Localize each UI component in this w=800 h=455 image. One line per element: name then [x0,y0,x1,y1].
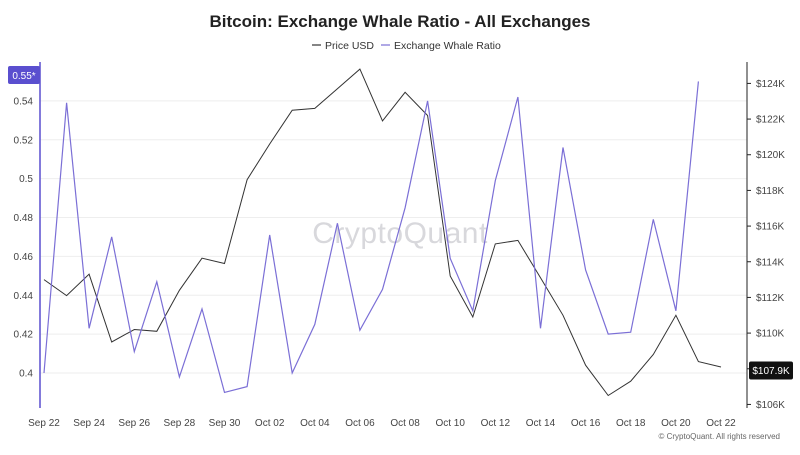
left-tick-label: 0.44 [14,291,34,302]
x-tick-label: Oct 08 [390,418,420,429]
left-tick-label: 0.42 [14,330,34,341]
right-tick-label: $112K [756,293,785,304]
left-tick-label: 0.4 [19,369,33,380]
x-axis-ticks: Sep 22 Sep 24 Sep 26 Sep 28 Sep 30 Oct 02 Oct … [28,418,736,429]
left-axis-ticks: 0.4 0.42 0.44 0.46 0.48 0.5 0.52 0.54 [14,96,34,379]
legend-price-label[interactable]: Price USD [325,40,374,52]
chart-title: Bitcoin: Exchange Whale Ratio - All Exch… [210,12,591,31]
right-tick-label: $124K [756,79,785,90]
x-tick-label: Oct 12 [481,418,511,429]
x-tick-label: Sep 24 [73,418,105,429]
right-axis-ticks: $106K$108K$110K$112K$114K$116K$118K$120K… [747,79,785,411]
right-tick-label: $110K [756,329,785,340]
right-tick-label: $122K [756,115,785,126]
x-tick-label: Oct 10 [435,418,465,429]
copyright-notice: © CryptoQuant. All rights reserved [659,432,781,441]
x-tick-label: Oct 06 [345,418,375,429]
left-tick-label: 0.46 [14,252,34,263]
legend-ratio-label[interactable]: Exchange Whale Ratio [394,40,501,52]
x-tick-label: Sep 22 [28,418,60,429]
left-tick-label: 0.54 [14,96,34,107]
x-tick-label: Oct 14 [526,418,556,429]
left-tick-label: 0.52 [14,135,34,146]
left-current-label: 0.55* [12,71,35,82]
right-current-label: $107.9K [752,366,790,377]
x-tick-label: Oct 16 [571,418,601,429]
right-tick-label: $114K [756,257,785,268]
x-tick-label: Oct 22 [706,418,736,429]
right-current-badge: $107.9K [749,362,793,380]
legend: Price USD Exchange Whale Ratio [312,40,501,52]
x-tick-label: Oct 02 [255,418,285,429]
right-tick-label: $116K [756,222,785,233]
x-tick-label: Oct 20 [661,418,691,429]
x-tick-label: Sep 26 [118,418,150,429]
left-tick-label: 0.5 [19,174,33,185]
left-current-badge: 0.55* [8,66,40,84]
left-tick-label: 0.48 [14,213,34,224]
watermark: CryptoQuant [312,217,488,250]
x-tick-label: Sep 28 [164,418,196,429]
right-tick-label: $120K [756,150,785,161]
x-tick-label: Sep 30 [209,418,241,429]
x-tick-label: Oct 18 [616,418,646,429]
right-tick-label: $106K [756,400,785,411]
x-tick-label: Oct 04 [300,418,330,429]
right-tick-label: $118K [756,186,785,197]
